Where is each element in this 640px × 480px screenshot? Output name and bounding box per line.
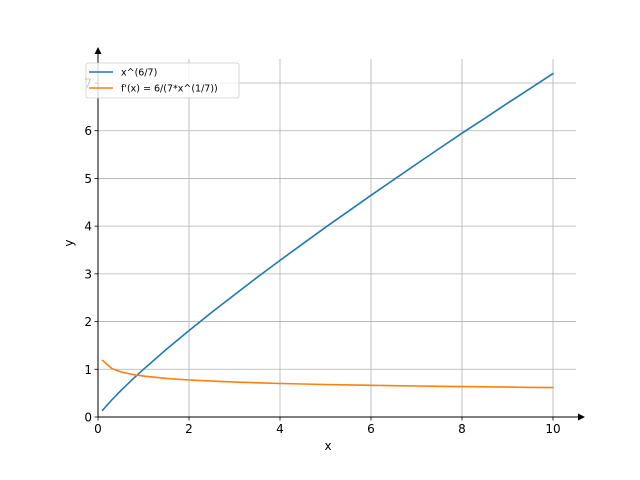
x-axis-label: x xyxy=(324,439,331,453)
x-axis-arrow xyxy=(578,413,585,421)
y-tick-label-5: 5 xyxy=(84,172,92,186)
x-tick-label-1: 2 xyxy=(185,422,193,436)
x-tick-label-0: 0 xyxy=(94,422,102,436)
y-axis-arrow xyxy=(94,47,102,54)
y-axis-label: y xyxy=(62,239,76,246)
x-tick-label-4: 8 xyxy=(458,422,466,436)
y-tick-label-0: 0 xyxy=(84,411,92,425)
x-tick-label-3: 6 xyxy=(367,422,375,436)
legend-label-0: x^(6/7) xyxy=(121,68,157,79)
axes xyxy=(94,47,585,421)
series-line-1 xyxy=(101,359,554,389)
y-tick-label-6: 6 xyxy=(84,124,92,138)
series-lines xyxy=(101,72,554,412)
y-tick-label-2: 2 xyxy=(84,315,92,329)
y-tick-label-4: 4 xyxy=(84,220,92,234)
series-line-0 xyxy=(101,72,554,412)
x-tick-label-5: 10 xyxy=(545,422,560,436)
tick-marks-and-labels: 024681001234567 xyxy=(84,77,560,437)
legend: x^(6/7) f'(x) = 6/(7*x^(1/7)) xyxy=(85,62,240,99)
y-tick-label-3: 3 xyxy=(84,267,92,281)
legend-box xyxy=(85,62,240,99)
y-tick-label-1: 1 xyxy=(84,363,92,377)
grid-lines xyxy=(97,59,576,418)
legend-label-1: f'(x) = 6/(7*x^(1/7)) xyxy=(121,84,218,95)
x-tick-label-2: 4 xyxy=(276,422,284,436)
